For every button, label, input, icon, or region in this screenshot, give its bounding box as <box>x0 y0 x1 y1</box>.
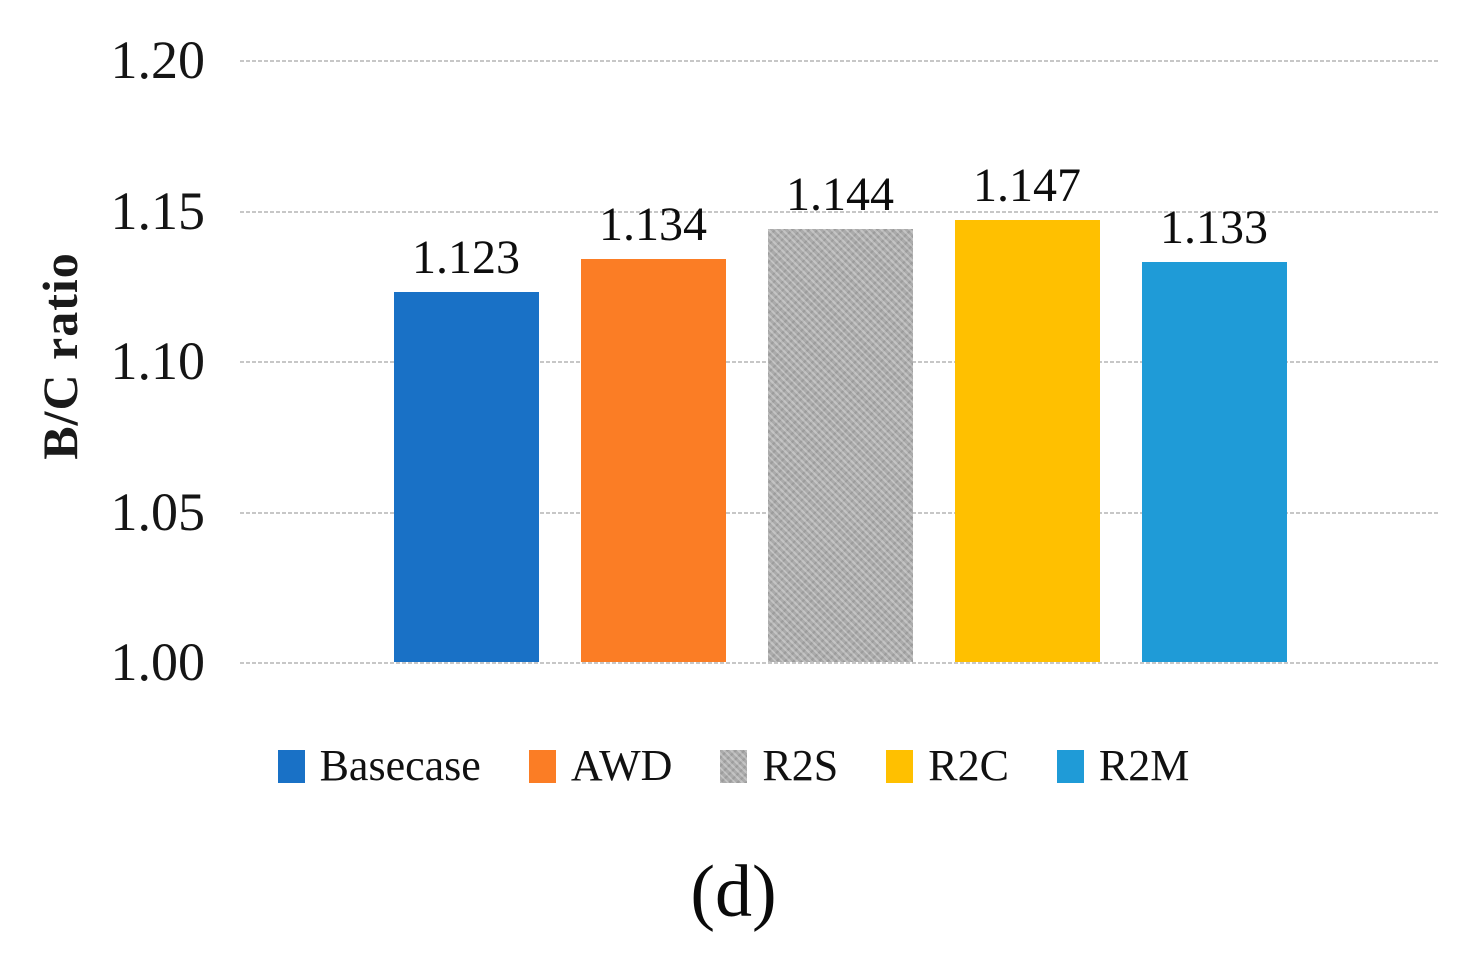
legend-item-r2m: R2M <box>1056 741 1190 790</box>
y-axis-tick-labels: 1.20 1.15 1.10 1.05 1.00 <box>0 0 206 969</box>
bar-r2s: 1.144 <box>767 170 913 662</box>
legend-item-r2s: R2S <box>720 744 838 788</box>
gridline-1.15 <box>240 210 1440 213</box>
y-tick-label-1.15: 1.15 <box>110 180 206 241</box>
legend-label-basecase: Basecase <box>319 741 481 790</box>
legend-swatch-basecase <box>277 749 305 783</box>
bar-r2m: 1.133 <box>1141 203 1287 662</box>
legend-label-r2s: R2S <box>762 741 839 790</box>
legend-label-awd: AWD <box>570 741 673 790</box>
legend-label-r2m: R2M <box>1098 741 1190 790</box>
bar-awd: 1.134 <box>580 200 726 662</box>
bar-r2c: 1.147 <box>954 161 1100 662</box>
legend: Basecase AWD R2S R2C R2M <box>0 744 1467 788</box>
legend-swatch-awd <box>528 749 556 783</box>
bar-slot-basecase: 1.123 <box>393 233 539 662</box>
bar-basecase: 1.123 <box>393 233 539 662</box>
bar-value-label-r2s: 1.144 <box>786 167 894 221</box>
y-tick-label-1.00: 1.00 <box>110 632 206 692</box>
legend-swatch-r2s <box>720 749 748 783</box>
legend-item-awd: AWD <box>528 741 673 790</box>
bar-slot-r2s: 1.144 <box>767 170 913 662</box>
legend-swatch-r2c <box>886 749 914 783</box>
gridline-1.00 <box>240 662 1440 664</box>
bar-value-label-r2c: 1.147 <box>973 158 1081 212</box>
y-tick-label-1.05: 1.05 <box>110 481 206 542</box>
bar-slot-r2c: 1.147 <box>954 161 1100 662</box>
bar-slot-awd: 1.134 <box>580 200 726 662</box>
legend-item-basecase: Basecase <box>277 741 481 790</box>
y-tick-label-1.10: 1.10 <box>110 331 206 391</box>
bar-value-label-awd: 1.134 <box>599 197 707 251</box>
bar-value-label-r2m: 1.133 <box>1160 200 1268 254</box>
gridline-1.20 <box>240 60 1440 62</box>
bars-row: 1.123 1.134 1.144 1.147 1.133 <box>240 60 1440 662</box>
plot-area: 1.123 1.134 1.144 1.147 1.133 <box>240 60 1440 664</box>
legend-label-r2c: R2C <box>928 741 1009 790</box>
bar-slot-r2m: 1.133 <box>1141 203 1287 662</box>
legend-swatch-r2m <box>1056 749 1084 783</box>
figure-caption: (d) <box>690 851 777 933</box>
bar-value-label-basecase: 1.123 <box>412 230 520 284</box>
y-tick-label-1.20: 1.20 <box>110 30 206 90</box>
legend-item-r2c: R2C <box>886 744 1009 788</box>
